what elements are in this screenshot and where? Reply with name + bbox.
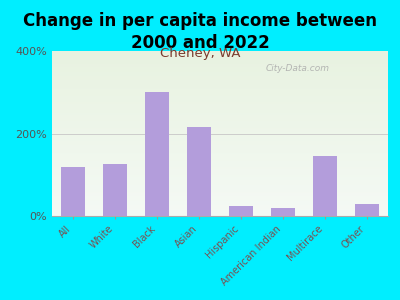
Bar [188, 127, 210, 216]
Bar [62, 167, 84, 216]
Bar [272, 208, 294, 216]
Bar [230, 206, 252, 216]
Bar [314, 156, 336, 216]
Text: City-Data.com: City-Data.com [265, 64, 329, 73]
Text: Cheney, WA: Cheney, WA [160, 46, 240, 59]
Text: Change in per capita income between
2000 and 2022: Change in per capita income between 2000… [23, 12, 377, 52]
Bar [104, 164, 126, 216]
Bar [146, 92, 168, 216]
Bar [356, 205, 378, 216]
